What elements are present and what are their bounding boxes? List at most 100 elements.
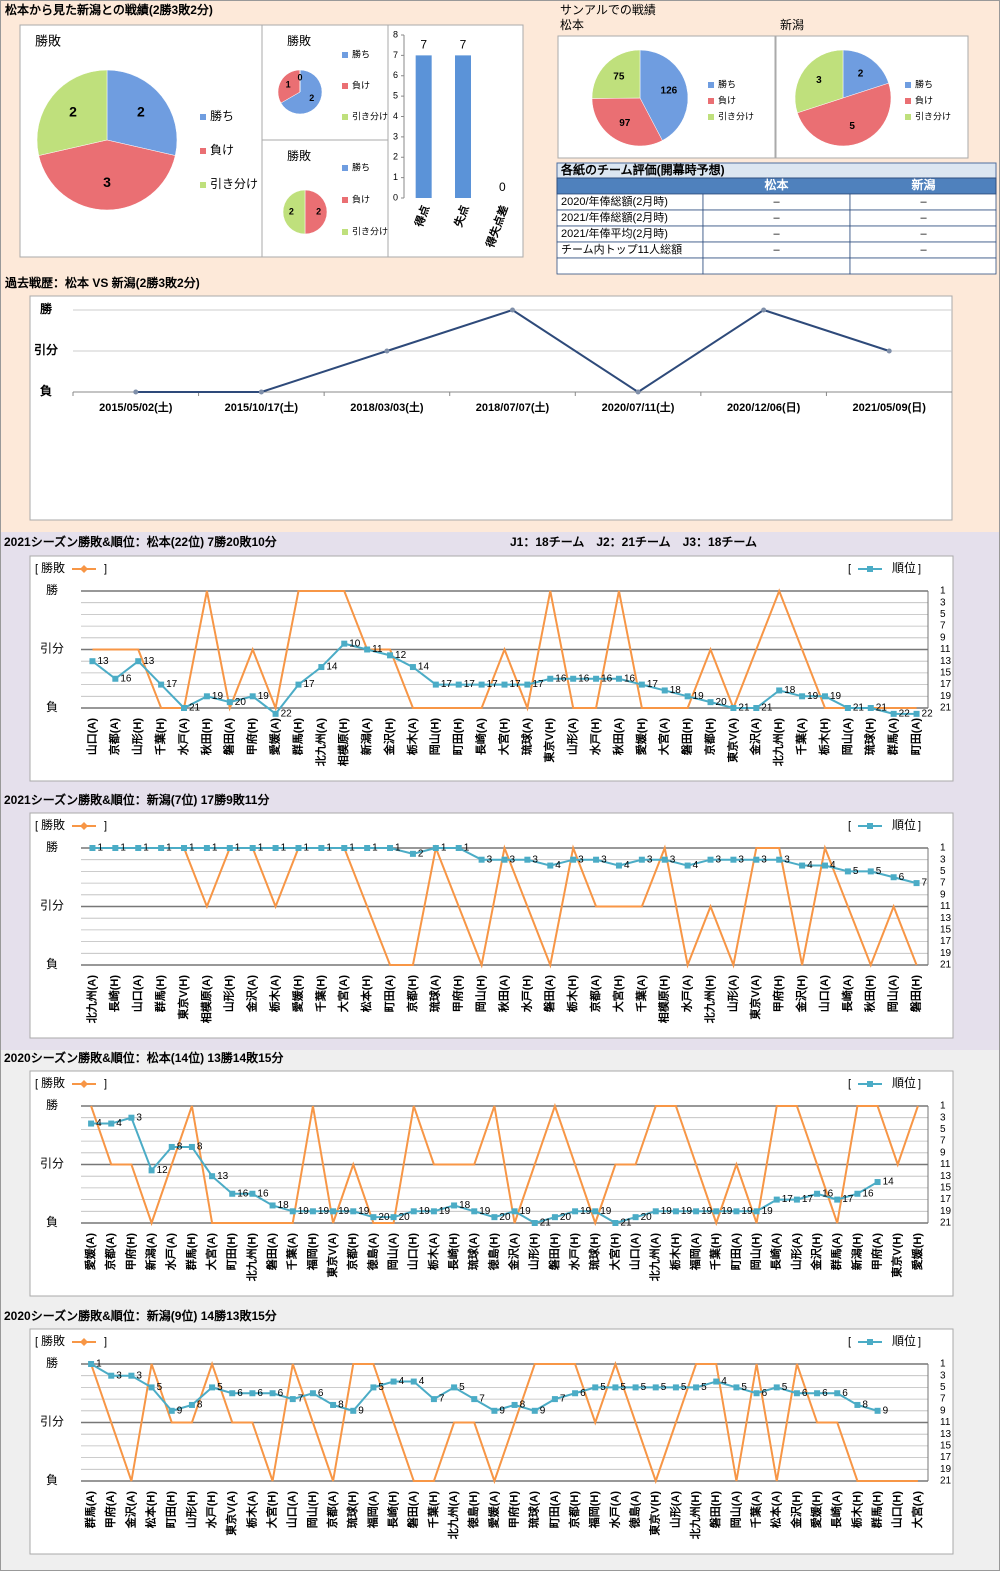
- legend-marker: [867, 1339, 873, 1345]
- rank-label: 4: [419, 1376, 425, 1387]
- rank-label: 5: [157, 1382, 163, 1393]
- y2-tick-label: 9: [940, 632, 946, 643]
- group-title: サンアルでの戦績: [560, 3, 656, 17]
- rank-label: 14: [418, 662, 430, 673]
- y-tick-label: 負: [46, 1473, 58, 1487]
- rank-label: 19: [721, 1206, 733, 1217]
- rank-marker: [390, 1214, 397, 1221]
- pie-slice: [280, 69, 323, 115]
- point: [384, 348, 390, 354]
- table-value: –: [920, 244, 927, 256]
- x-tick-label: 町田(A): [909, 718, 922, 756]
- x-tick-label: 千葉(H): [313, 975, 327, 1013]
- x-tick-label: 京都(H): [702, 718, 716, 756]
- legend-swatch: [342, 83, 348, 89]
- x-tick-label: 北九州(H): [244, 1233, 258, 1282]
- x-tick-label: 岡山(A): [385, 1233, 399, 1271]
- rank-label: 9: [499, 1405, 505, 1416]
- legend-label: 負け: [718, 94, 736, 105]
- x-tick-label: 長崎(H): [385, 1491, 399, 1529]
- value-label: 7: [420, 38, 427, 52]
- rank-marker: [834, 1196, 841, 1203]
- rank-marker: [672, 1208, 679, 1215]
- table-cell: [556, 257, 704, 275]
- rank-label: 5: [853, 866, 859, 877]
- y2-tick-label: 3: [940, 597, 946, 608]
- rank-label: 19: [479, 1206, 491, 1217]
- rank-marker: [451, 1384, 458, 1391]
- x-tick-label: 山口(H): [890, 1491, 904, 1529]
- legend-marker: [867, 823, 873, 829]
- y2-tick-label: 7: [940, 1136, 946, 1147]
- x-tick-label: 岡山(H): [474, 975, 488, 1013]
- x-tick-label: 北九州(A): [446, 1491, 460, 1540]
- legend-bracket: ]: [104, 1336, 107, 1348]
- rank-marker: [793, 1390, 800, 1397]
- x-tick-label: 岡山(A): [886, 975, 900, 1013]
- rank-marker: [181, 845, 188, 851]
- x-tick-label: 北九州(H): [688, 1491, 702, 1540]
- x-tick-label: 相模原(H): [336, 718, 350, 767]
- rank-marker: [776, 687, 783, 694]
- rank-label: 18: [670, 685, 682, 696]
- x-tick-label: 水戸(A): [176, 718, 190, 756]
- legend-label: 引き分け: [210, 177, 258, 191]
- rank-marker: [672, 1384, 679, 1391]
- legend-label: 順位: [892, 1333, 916, 1348]
- x-tick-label: 磐田(H): [547, 1233, 561, 1271]
- legend-label: 負け: [915, 94, 933, 105]
- rank-marker: [341, 640, 348, 647]
- rank-label: 20: [499, 1212, 511, 1223]
- rank-label: 16: [601, 673, 613, 684]
- rank-label: 9: [177, 1405, 183, 1416]
- rank-label: 17: [510, 679, 522, 690]
- x-tick-label: 山口(A): [627, 1233, 641, 1271]
- page-title: 松本から見た新潟との戦績(2勝3敗2分): [5, 2, 213, 17]
- x-tick-label: 磐田(H): [680, 718, 694, 756]
- legend-bracket: ]: [104, 820, 107, 832]
- x-tick-label: 甲府(H): [123, 1233, 137, 1271]
- rank-marker: [632, 1384, 639, 1391]
- rank-marker: [89, 845, 96, 851]
- x-tick-label: 2015/05/02(土): [99, 400, 173, 414]
- rank-marker: [289, 1208, 296, 1215]
- rank-marker: [615, 675, 622, 682]
- legend-bracket: ]: [918, 820, 921, 832]
- rank-label: 5: [217, 1382, 223, 1393]
- rank-marker: [188, 1143, 195, 1150]
- legend-label: 負け: [352, 79, 370, 90]
- rank-label: 1: [372, 843, 378, 854]
- rank-marker: [524, 856, 531, 863]
- rank-label: 3: [647, 854, 653, 865]
- rank-label: 3: [510, 854, 516, 865]
- legend-label: 勝敗: [41, 1075, 65, 1090]
- rank-label: 22: [899, 708, 911, 719]
- rank-label: 19: [338, 1206, 350, 1217]
- rank-marker: [773, 1196, 780, 1203]
- rank-label: 8: [338, 1400, 344, 1411]
- legend-marker: [80, 1338, 88, 1346]
- rank-label: 9: [883, 1405, 889, 1416]
- y2-tick-label: 13: [940, 656, 952, 667]
- rank-label: 19: [258, 691, 270, 702]
- x-tick-label: 松本(H): [143, 1491, 157, 1529]
- rank-marker: [511, 1208, 518, 1215]
- rank-label: 7: [298, 1394, 304, 1405]
- x-tick-label: 東京V(H): [176, 975, 190, 1020]
- rank-label: 3: [738, 854, 744, 865]
- x-tick-label: 東京V(H): [542, 718, 556, 763]
- rank-marker: [451, 1202, 458, 1209]
- x-tick-label: 千葉(H): [153, 718, 167, 756]
- rank-label: 4: [721, 1376, 727, 1387]
- chart-title: 2020シーズン勝敗&順位：新潟(9位) 14勝13敗15分: [4, 1308, 277, 1323]
- rank-marker: [229, 1390, 236, 1397]
- rank-marker: [854, 1401, 861, 1408]
- rank-marker: [733, 1384, 740, 1391]
- result-line: [92, 588, 917, 712]
- rank-label: 17: [166, 679, 178, 690]
- legend-label: 勝ち: [352, 161, 370, 172]
- legend-label: 引き分け: [915, 111, 951, 121]
- rank-label: 8: [197, 1142, 203, 1153]
- rank-marker: [108, 1372, 115, 1379]
- rank-label: 1: [281, 843, 287, 854]
